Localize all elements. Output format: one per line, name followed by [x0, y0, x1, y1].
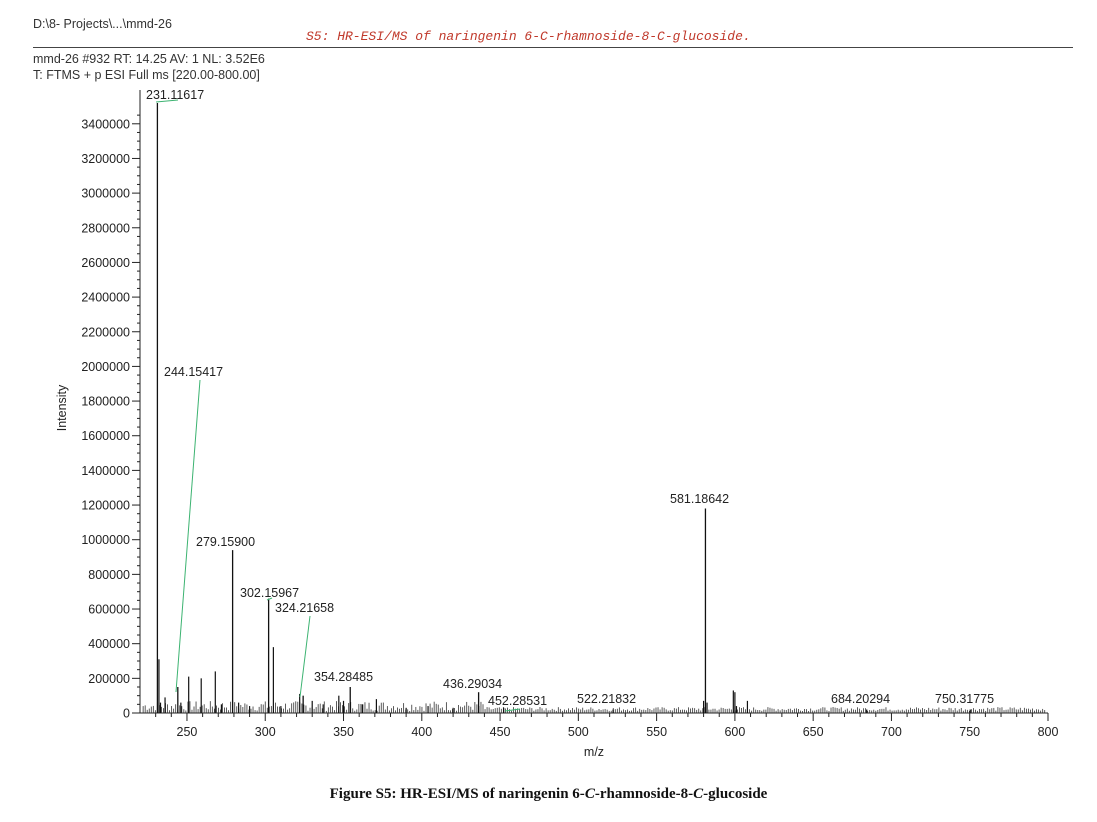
x-tick-label: 700	[881, 725, 902, 739]
peak-label: 302.15967	[240, 586, 299, 600]
peak-leader-line	[504, 708, 521, 712]
y-tick-label: 3200000	[81, 152, 130, 166]
x-tick-label: 300	[255, 725, 276, 739]
peak-label: 452.28531	[488, 694, 547, 708]
figure-caption: Figure S5: HR-ESI/MS of naringenin 6-C-r…	[0, 786, 1097, 803]
peak-label: 354.28485	[314, 670, 373, 684]
peak-label: 581.18642	[670, 492, 729, 506]
peak-label: 279.15900	[196, 535, 255, 549]
y-tick-label: 2200000	[81, 325, 130, 339]
y-tick-label: 2800000	[81, 221, 130, 235]
mass-spectrum-chart: 0 200000 400000 600000 800000 1000000 1200000 1…	[55, 88, 1059, 759]
peak-label: 750.31775	[935, 692, 994, 706]
x-tick-label: 750	[959, 725, 980, 739]
y-tick-label: 600000	[88, 603, 130, 617]
y-tick-label: 800000	[88, 568, 130, 582]
title-divider	[33, 47, 1073, 48]
y-tick-label: 2000000	[81, 360, 130, 374]
y-tick-label: 400000	[88, 637, 130, 651]
y-tick-label: 3400000	[81, 117, 130, 131]
y-tick-label: 1600000	[81, 429, 130, 443]
caption-prefix: Figure S5: HR-ESI/MS of naringenin 6-	[329, 786, 585, 802]
peak-leader-line	[266, 597, 273, 601]
x-tick-label: 600	[724, 725, 745, 739]
peak-label: 244.15417	[164, 365, 223, 379]
peak-leader-line	[299, 615, 311, 698]
y-tick-label: 200000	[88, 672, 130, 686]
y-tick-label: 1800000	[81, 395, 130, 409]
y-tick-label: 0	[123, 707, 130, 721]
x-tick-label: 650	[803, 725, 824, 739]
y-tick-label: 2600000	[81, 256, 130, 270]
y-tick-label: 3000000	[81, 187, 130, 201]
peak-label: 522.21832	[577, 692, 636, 706]
peak-leader-line	[155, 99, 179, 103]
chart-title: S5: HR-ESI/MS of naringenin 6-C-rhamnosi…	[306, 29, 751, 44]
scan-info: mmd-26 #932 RT: 14.25 AV: 1 NL: 3.52E6	[33, 52, 265, 66]
y-tick-label: 1400000	[81, 464, 130, 478]
caption-italic-c2: C	[693, 786, 704, 802]
caption-suffix: -glucoside	[703, 786, 768, 802]
peak-label: 436.29034	[443, 677, 502, 691]
peak-label: 231.11617	[146, 88, 204, 102]
peak-leader-line	[175, 379, 201, 693]
x-tick-label: 350	[333, 725, 354, 739]
x-tick-label: 250	[177, 725, 198, 739]
file-path: D:\8- Projects\...\mmd-26	[33, 17, 172, 31]
peak-label: 684.20294	[831, 692, 890, 706]
y-axis-title: Intensity	[55, 384, 69, 431]
x-tick-label: 550	[646, 725, 667, 739]
x-axis-title: m/z	[584, 745, 604, 759]
x-tick-label: 500	[568, 725, 589, 739]
y-tick-label: 1200000	[81, 499, 130, 513]
peak-label: 324.21658	[275, 601, 334, 615]
y-tick-label: 2400000	[81, 291, 130, 305]
x-tick-label: 400	[411, 725, 432, 739]
y-tick-label: 1000000	[81, 533, 130, 547]
caption-mid: -rhamnoside-8-	[594, 786, 694, 802]
x-tick-label: 450	[490, 725, 511, 739]
caption-italic-c1: C	[584, 786, 595, 802]
x-tick-label: 800	[1038, 725, 1059, 739]
filter-info: T: FTMS + p ESI Full ms [220.00-800.00]	[33, 68, 260, 82]
